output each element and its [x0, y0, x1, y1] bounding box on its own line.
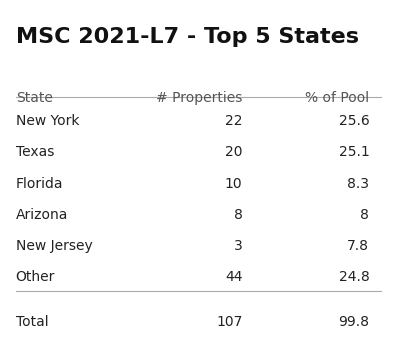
Text: 24.8: 24.8 [339, 270, 369, 284]
Text: 44: 44 [225, 270, 242, 284]
Text: 107: 107 [216, 315, 242, 329]
Text: State: State [16, 91, 52, 105]
Text: New Jersey: New Jersey [16, 239, 92, 253]
Text: 3: 3 [234, 239, 242, 253]
Text: MSC 2021-L7 - Top 5 States: MSC 2021-L7 - Top 5 States [16, 27, 359, 47]
Text: Arizona: Arizona [16, 208, 68, 222]
Text: Texas: Texas [16, 146, 54, 159]
Text: 8: 8 [360, 208, 369, 222]
Text: 22: 22 [225, 114, 242, 128]
Text: 7.8: 7.8 [347, 239, 369, 253]
Text: % of Pool: % of Pool [305, 91, 369, 105]
Text: 8: 8 [234, 208, 242, 222]
Text: Total: Total [16, 315, 48, 329]
Text: 25.6: 25.6 [339, 114, 369, 128]
Text: Florida: Florida [16, 177, 63, 191]
Text: New York: New York [16, 114, 79, 128]
Text: # Properties: # Properties [156, 91, 242, 105]
Text: 8.3: 8.3 [347, 177, 369, 191]
Text: 10: 10 [225, 177, 242, 191]
Text: 25.1: 25.1 [339, 146, 369, 159]
Text: 99.8: 99.8 [339, 315, 369, 329]
Text: 20: 20 [225, 146, 242, 159]
Text: Other: Other [16, 270, 55, 284]
